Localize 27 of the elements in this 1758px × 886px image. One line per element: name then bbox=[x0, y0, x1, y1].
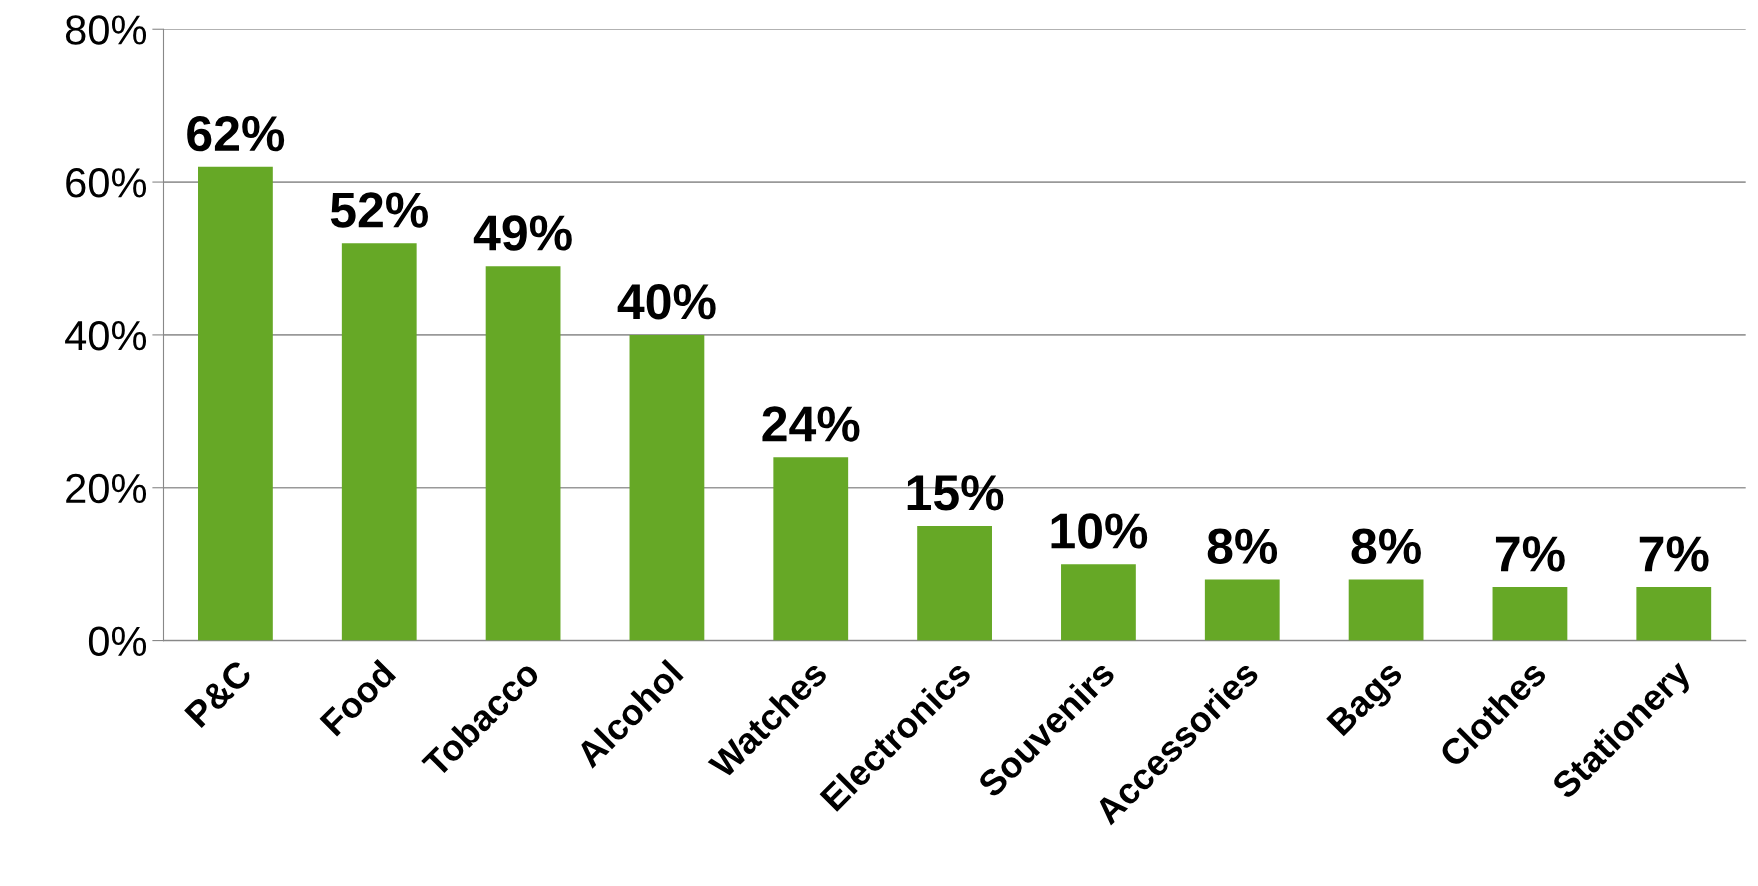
data-label: 49% bbox=[473, 215, 572, 251]
data-label: 24% bbox=[762, 406, 860, 442]
bar bbox=[1492, 587, 1568, 641]
data-label: 52% bbox=[330, 192, 428, 228]
data-label: 8% bbox=[1351, 528, 1421, 565]
bar bbox=[629, 334, 705, 641]
y-tick-label: 80% bbox=[65, 15, 147, 45]
bar bbox=[1061, 564, 1136, 641]
bar bbox=[198, 166, 273, 641]
bar bbox=[485, 266, 561, 641]
bar bbox=[1348, 579, 1424, 641]
data-label: 62% bbox=[187, 115, 285, 152]
y-tick-label: 40% bbox=[65, 320, 147, 351]
y-tick-label: 20% bbox=[66, 473, 147, 504]
bar bbox=[1204, 579, 1280, 641]
bar bbox=[341, 243, 417, 641]
data-label: 7% bbox=[1495, 536, 1565, 572]
data-label: 8% bbox=[1207, 528, 1278, 565]
bar bbox=[917, 525, 992, 641]
y-tick-label: 0% bbox=[88, 626, 147, 657]
bar bbox=[1636, 587, 1712, 641]
data-label: 10% bbox=[1051, 513, 1148, 549]
bar bbox=[773, 457, 849, 641]
data-label: 7% bbox=[1639, 536, 1709, 572]
y-tick-label: 60% bbox=[66, 168, 147, 198]
data-label: 15% bbox=[907, 475, 1004, 511]
data-label: 40% bbox=[617, 284, 716, 320]
